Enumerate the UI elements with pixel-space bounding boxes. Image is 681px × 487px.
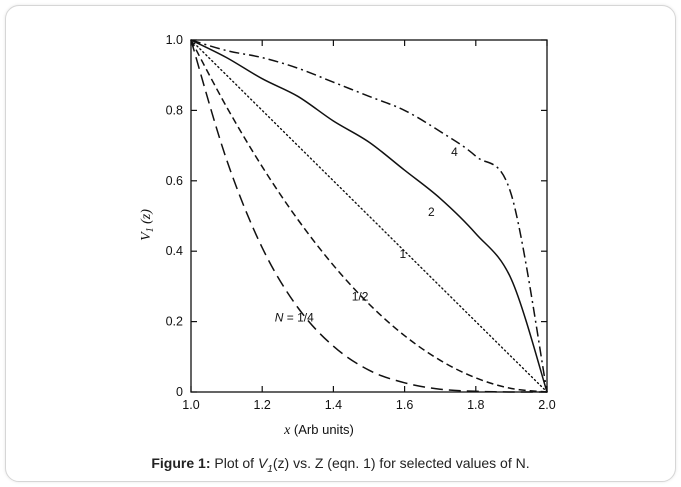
y-tick-label: 0 (176, 385, 183, 399)
series-line-1 (190, 39, 548, 393)
caption-text-before: Plot of (210, 455, 258, 471)
x-tick-label: 1.6 (396, 398, 413, 412)
series-line-3 (190, 39, 548, 393)
curve-label-2: 1 (399, 247, 406, 261)
caption-variable-subscript: 1 (267, 463, 273, 475)
series-line-2 (190, 39, 548, 393)
y-tick-label: 0.4 (166, 244, 183, 258)
series-line-4 (190, 39, 548, 393)
x-axis-title: x (Arb units) (283, 422, 354, 438)
figure-card (5, 5, 676, 482)
caption-prefix: Figure 1: (151, 455, 211, 471)
x-tick-label: 1.2 (254, 398, 271, 412)
series-line-0 (190, 39, 548, 393)
x-tick-label: 1.8 (467, 398, 484, 412)
curves (190, 39, 548, 393)
curve-label-4: 4 (451, 145, 458, 159)
figure-caption: Figure 1: Plot of V1(z) vs. Z (eqn. 1) f… (0, 455, 681, 475)
y-tick-label: 0.8 (166, 103, 183, 117)
curve-label-0: N = 1/4 (275, 311, 314, 325)
y-tick-label: 0.6 (166, 174, 183, 188)
curve-label-1: 1/2 (352, 289, 369, 303)
ticks: 1.0 1.2 1.4 1.6 1.8 2.0 0 0.2 0.4 0.6 0.8 1.0 (166, 33, 556, 412)
x-tick-label: 1.0 (182, 398, 199, 412)
plot-axes (190, 39, 548, 393)
caption-text-after: (z) vs. Z (eqn. 1) for selected values o… (272, 455, 530, 471)
curve-labels: N = 1/4 1/2 1 2 4 (275, 145, 458, 324)
caption-variable: V (257, 455, 268, 471)
y-tick-label: 0.2 (166, 315, 183, 329)
y-axis-title: V1 (z) (139, 209, 156, 241)
plot-frame (190, 39, 548, 393)
x-tick-label: 1.4 (325, 398, 342, 412)
curve-label-3: 2 (428, 205, 435, 219)
x-tick-label: 2.0 (538, 398, 555, 412)
y-tick-label: 1.0 (166, 33, 183, 47)
